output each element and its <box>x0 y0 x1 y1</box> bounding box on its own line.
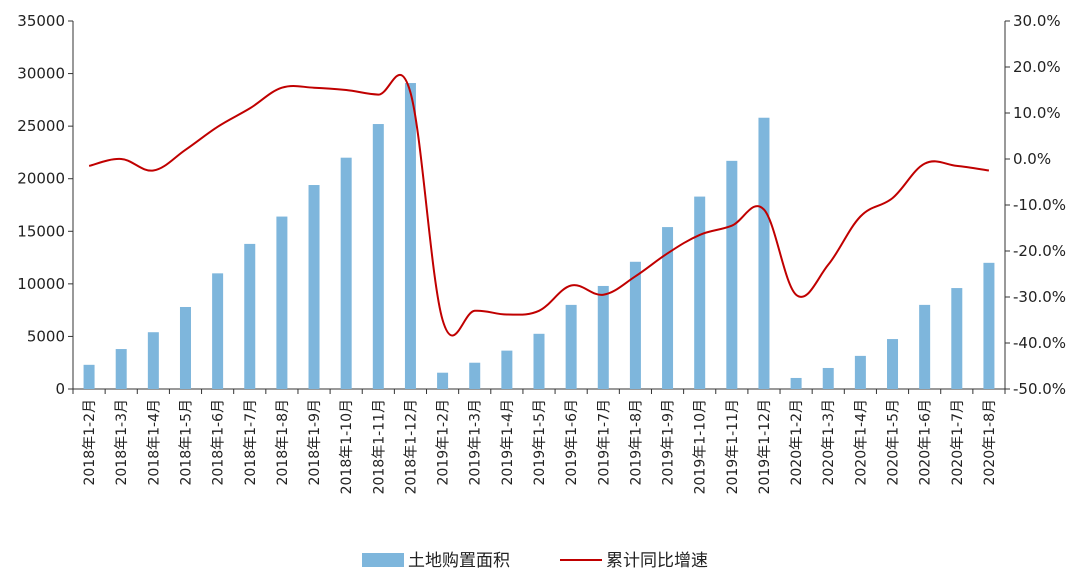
category-label: 2020年1-6月 <box>918 399 934 486</box>
bar <box>854 355 866 389</box>
category-label: 2018年1-4月 <box>146 399 162 486</box>
category-labels: 2018年1-2月 2018年1-3月 2018年1-4月 2018年1-5月 2018… <box>82 399 998 494</box>
category-label: 2019年1-5月 <box>532 399 548 486</box>
category-label: 2018年1-6月 <box>211 399 227 486</box>
category-label: 2019年1-12月 <box>757 399 773 494</box>
bar <box>276 216 288 389</box>
right-tick-label: 20.0% <box>1013 58 1061 76</box>
category-label: 2018年1-3月 <box>114 399 130 486</box>
category-label: 2019年1-9月 <box>661 399 677 486</box>
category-label: 2018年1-7月 <box>243 399 259 486</box>
bar <box>565 304 577 389</box>
right-tick-label: -40.0% <box>1013 334 1066 352</box>
category-label: 2018年1-5月 <box>178 399 194 486</box>
category-label: 2018年1-10月 <box>339 399 355 494</box>
bar <box>790 377 802 389</box>
category-label: 2019年1-11月 <box>725 399 741 494</box>
category-label: 2020年1-2月 <box>789 399 805 486</box>
bar <box>437 372 449 389</box>
left-tick-label: 35000 <box>17 12 65 30</box>
bar-series <box>83 83 995 389</box>
bar <box>212 273 224 389</box>
growth-line <box>88 73 990 337</box>
category-label: 2019年1-6月 <box>564 399 580 486</box>
bar <box>726 160 738 389</box>
category-label: 2020年1-8月 <box>982 399 998 486</box>
legend-swatch-bar <box>362 553 404 567</box>
category-label: 2019年1-7月 <box>596 399 612 486</box>
left-tick-label: 30000 <box>17 65 65 83</box>
bar <box>404 83 416 389</box>
legend-label-line: 累计同比增速 <box>606 551 708 571</box>
category-label: 2019年1-2月 <box>436 399 452 486</box>
bar <box>951 288 963 389</box>
category-label: 2019年1-3月 <box>468 399 484 486</box>
line-series <box>88 73 990 337</box>
left-tick-label: 5000 <box>27 327 65 345</box>
right-tick-label: -50.0% <box>1013 380 1066 398</box>
bar <box>919 304 931 389</box>
bar <box>887 339 899 389</box>
category-label: 2019年1-8月 <box>628 399 644 486</box>
bar <box>694 196 706 389</box>
bar <box>662 227 674 389</box>
bar <box>597 285 609 389</box>
right-tick-label: -30.0% <box>1013 288 1066 306</box>
bar <box>179 306 191 389</box>
bar <box>533 333 545 389</box>
left-tick-label: 10000 <box>17 275 65 293</box>
legend-label-bar: 土地购置面积 <box>408 551 510 571</box>
left-tick-label: 15000 <box>17 222 65 240</box>
bar <box>469 362 481 389</box>
bar <box>758 117 770 389</box>
left-tick-label: 0 <box>55 380 65 398</box>
left-tick-label: 25000 <box>17 117 65 135</box>
bar <box>983 262 995 389</box>
category-label: 2018年1-9月 <box>307 399 323 486</box>
category-label: 2020年1-3月 <box>821 399 837 486</box>
category-label: 2019年1-10月 <box>693 399 709 494</box>
right-tick-label: 10.0% <box>1013 104 1061 122</box>
right-tick-label: -10.0% <box>1013 196 1066 214</box>
right-tick-label: 0.0% <box>1013 150 1051 168</box>
category-label: 2018年1-8月 <box>275 399 291 486</box>
category-label: 2020年1-7月 <box>950 399 966 486</box>
bar <box>501 350 513 389</box>
bar <box>372 124 384 389</box>
left-tick-label: 20000 <box>17 170 65 188</box>
left-axis-ticks: 0 5000 10000 15000 20000 25000 30000 35000 <box>17 12 73 398</box>
bar <box>629 261 641 389</box>
bar <box>308 185 320 389</box>
bar <box>115 349 127 389</box>
bar <box>340 157 352 389</box>
bar <box>244 243 256 389</box>
category-label: 2018年1-12月 <box>403 399 419 494</box>
bar <box>83 364 95 389</box>
bar <box>822 367 834 389</box>
right-tick-label: 30.0% <box>1013 12 1061 30</box>
right-axis-ticks: -50.0% -40.0% -30.0% -20.0% -10.0% 0.0% 10.0% 2… <box>1005 12 1066 398</box>
legend: 土地购置面积 累计同比增速 <box>362 551 708 571</box>
bar <box>147 332 159 389</box>
right-tick-label: -20.0% <box>1013 242 1066 260</box>
category-label: 2020年1-4月 <box>853 399 869 486</box>
category-label: 2018年1-11月 <box>371 399 387 494</box>
category-label: 2018年1-2月 <box>82 399 98 486</box>
category-label: 2019年1-4月 <box>500 399 516 486</box>
category-label: 2020年1-5月 <box>886 399 902 486</box>
